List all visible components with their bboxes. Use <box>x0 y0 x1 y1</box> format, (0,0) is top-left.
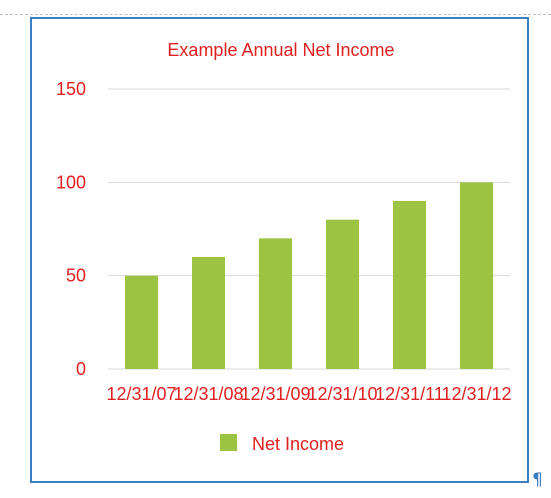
y-tick-label: 100 <box>56 172 86 192</box>
chart-title: Example Annual Net Income <box>167 40 394 60</box>
paragraph-mark: ¶ <box>532 470 543 490</box>
legend-label-net-income: Net Income <box>252 434 344 454</box>
y-tick-label: 0 <box>76 359 86 379</box>
gridlines <box>108 88 510 370</box>
page-margin-guide <box>0 14 551 15</box>
bar-12-31-11 <box>393 201 426 369</box>
bar-12-31-12 <box>460 182 493 369</box>
bar-12-31-07 <box>125 275 158 369</box>
x-tick-label: 12/31/08 <box>173 384 243 404</box>
bar-12-31-09 <box>259 238 292 369</box>
x-tick-label: 12/31/09 <box>240 384 310 404</box>
y-axis-tick-labels: 0 50 100 150 <box>56 79 86 379</box>
y-tick-label: 50 <box>66 266 86 286</box>
bar-12-31-10 <box>326 219 359 369</box>
x-axis-tick-labels: 12/31/0712/31/0812/31/0912/31/1012/31/11… <box>106 384 511 404</box>
x-tick-label: 12/31/11 <box>375 384 444 404</box>
bars <box>125 182 493 369</box>
bar-12-31-08 <box>192 257 225 369</box>
x-tick-label: 12/31/12 <box>441 384 511 404</box>
legend: Net Income <box>220 434 344 454</box>
y-tick-label: 150 <box>56 79 86 99</box>
legend-swatch-net-income <box>220 434 237 451</box>
x-tick-label: 12/31/10 <box>307 384 377 404</box>
x-tick-label: 12/31/07 <box>106 384 176 404</box>
